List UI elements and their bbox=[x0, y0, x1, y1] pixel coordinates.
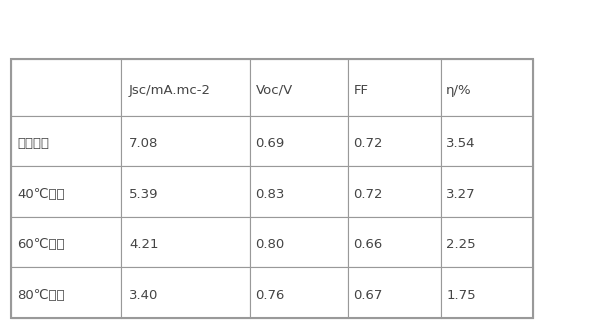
Text: 0.83: 0.83 bbox=[256, 187, 285, 200]
Bar bbox=[250, 267, 348, 318]
Text: 7.08: 7.08 bbox=[129, 137, 158, 150]
Bar bbox=[11, 59, 533, 318]
Bar bbox=[348, 166, 441, 217]
Text: 4.21: 4.21 bbox=[129, 238, 158, 251]
Text: 40℃敏化: 40℃敏化 bbox=[17, 187, 65, 200]
Text: 室温敏化: 室温敏化 bbox=[17, 137, 50, 150]
Text: 0.72: 0.72 bbox=[353, 137, 383, 150]
Text: 5.39: 5.39 bbox=[129, 187, 158, 200]
Text: 60℃敏化: 60℃敏化 bbox=[17, 238, 65, 251]
Bar bbox=[250, 166, 348, 217]
Text: Jsc/mA.mc-2: Jsc/mA.mc-2 bbox=[129, 83, 211, 96]
Text: 3.27: 3.27 bbox=[446, 187, 476, 200]
Bar bbox=[348, 217, 441, 267]
Bar bbox=[441, 166, 533, 217]
Text: 80℃敏化: 80℃敏化 bbox=[17, 289, 65, 302]
Text: 3.40: 3.40 bbox=[129, 289, 158, 302]
Bar bbox=[11, 116, 121, 166]
Text: 3.54: 3.54 bbox=[446, 137, 476, 150]
Bar bbox=[11, 166, 121, 217]
Text: 0.67: 0.67 bbox=[353, 289, 383, 302]
Bar bbox=[121, 217, 250, 267]
Bar bbox=[121, 59, 250, 116]
Bar bbox=[11, 217, 121, 267]
Bar bbox=[250, 59, 348, 116]
Bar bbox=[441, 59, 533, 116]
Text: FF: FF bbox=[353, 83, 368, 96]
Text: 0.66: 0.66 bbox=[353, 238, 383, 251]
Text: 0.76: 0.76 bbox=[256, 289, 285, 302]
Bar bbox=[441, 116, 533, 166]
Text: Voc/V: Voc/V bbox=[256, 83, 293, 96]
Text: 0.72: 0.72 bbox=[353, 187, 383, 200]
Text: 0.69: 0.69 bbox=[256, 137, 285, 150]
Text: 0.80: 0.80 bbox=[256, 238, 285, 251]
Bar bbox=[121, 116, 250, 166]
Bar bbox=[11, 59, 121, 116]
Text: 2.25: 2.25 bbox=[446, 238, 476, 251]
Bar bbox=[348, 59, 441, 116]
Text: η/%: η/% bbox=[446, 83, 472, 96]
Bar bbox=[441, 267, 533, 318]
Text: 1.75: 1.75 bbox=[446, 289, 476, 302]
Bar bbox=[348, 116, 441, 166]
Bar bbox=[250, 116, 348, 166]
Bar bbox=[441, 217, 533, 267]
Bar bbox=[250, 217, 348, 267]
Bar bbox=[11, 267, 121, 318]
Bar bbox=[121, 267, 250, 318]
Bar bbox=[348, 267, 441, 318]
Bar bbox=[121, 166, 250, 217]
